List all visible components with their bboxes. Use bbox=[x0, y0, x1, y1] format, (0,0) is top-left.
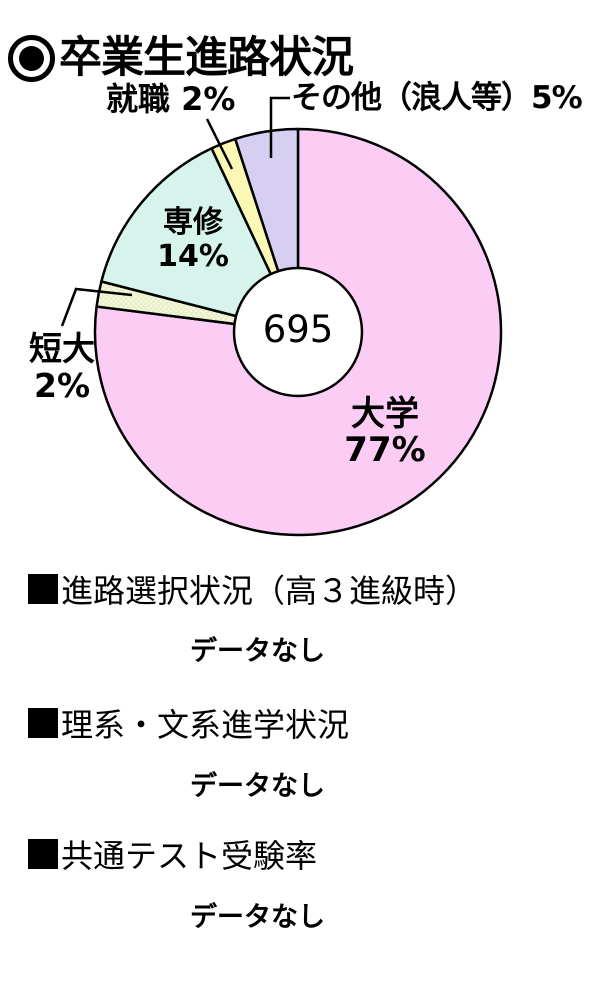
no-data-text-2: データなし bbox=[190, 771, 325, 802]
page-title: 卒業生進路状況 bbox=[59, 32, 354, 83]
leader-line-shushoku bbox=[205, 118, 234, 170]
section-square-icon bbox=[28, 839, 58, 869]
section-heading-kyotsu-test: 共通テスト受験率 bbox=[28, 831, 317, 877]
no-data-text-3: データなし bbox=[190, 902, 325, 933]
slice-label-tandai-pct: 2% bbox=[33, 366, 91, 405]
section-heading-rikei-bunkei: 理系・文系進学状況 bbox=[28, 700, 349, 746]
pie-slice-2 bbox=[100, 147, 300, 334]
leader-line-sonota bbox=[269, 96, 290, 158]
slice-label-daigaku-pct: 77% bbox=[344, 430, 426, 470]
slice-label-tandai: 短大 2% bbox=[10, 330, 114, 404]
slice-label-senshu-name: 専修 bbox=[163, 205, 223, 240]
slice-label-senshu: 専修 14% bbox=[140, 206, 246, 274]
slice-label-shushoku: 就職 2% bbox=[106, 80, 236, 118]
donut-center-value: 695 bbox=[262, 308, 334, 351]
slice-label-daigaku-name: 大学 bbox=[351, 394, 419, 434]
slice-label-senshu-pct: 14% bbox=[157, 239, 229, 274]
section-heading-text: 進路選択状況（高３進級時） bbox=[61, 572, 478, 610]
fisheye-bullet-core bbox=[19, 45, 44, 71]
section-heading-text: 共通テスト受験率 bbox=[61, 837, 318, 875]
section-heading-shinro-sentaku: 進路選択状況（高３進級時） bbox=[28, 566, 477, 612]
no-data-text-1: データなし bbox=[190, 636, 325, 667]
section-square-icon bbox=[28, 708, 58, 738]
slice-label-daigaku: 大学 77% bbox=[326, 396, 444, 468]
donut-hole bbox=[232, 266, 364, 398]
pie-slices bbox=[93, 127, 503, 537]
slice-label-sonota: その他（浪人等）5% bbox=[291, 80, 583, 116]
section-square-icon bbox=[28, 574, 58, 604]
page-header: 卒業生進路状況 bbox=[8, 6, 354, 111]
slice-label-tandai-name: 短大 bbox=[29, 329, 95, 368]
leader-line-tandai bbox=[60, 287, 133, 327]
fisheye-bullet-icon bbox=[8, 34, 55, 82]
section-heading-text: 理系・文系進学状況 bbox=[61, 706, 350, 744]
